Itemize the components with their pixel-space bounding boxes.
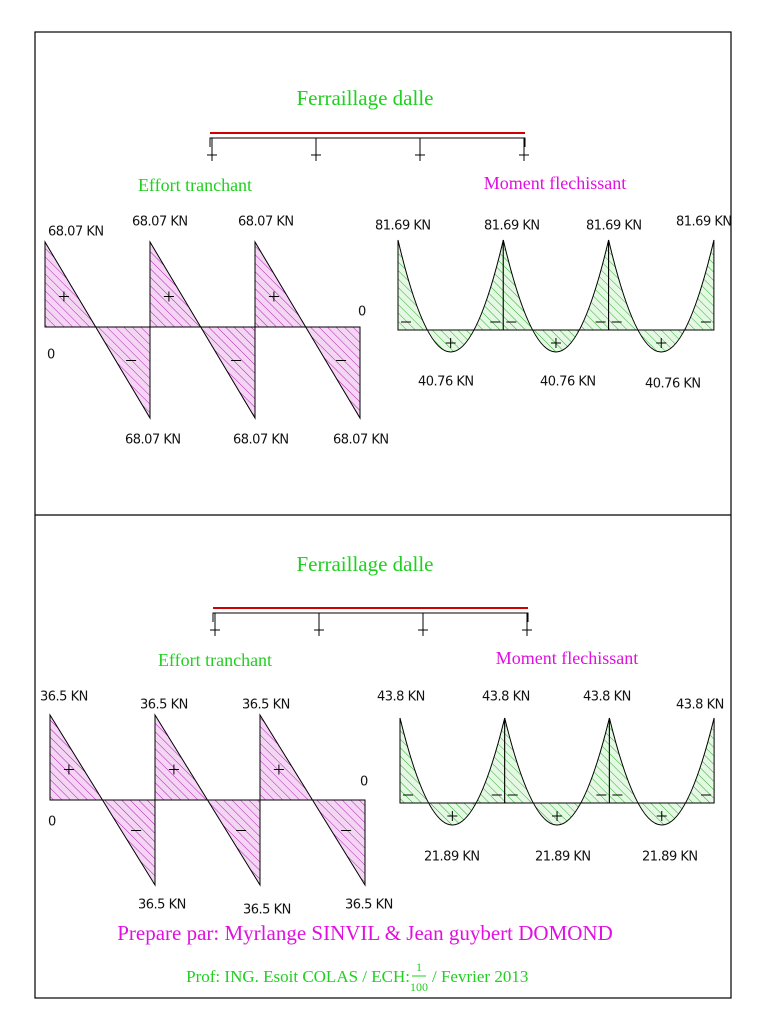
shear-label: 36.5 KN	[40, 690, 88, 705]
moment-area	[397, 239, 504, 353]
moment-area	[502, 239, 610, 353]
shear-label: 68.07 KN	[333, 433, 389, 448]
shear-label: 0	[48, 815, 56, 830]
moment-label: 81.69 KN	[484, 219, 540, 234]
moment-area	[608, 239, 715, 353]
moment-label: 21.89 KN	[642, 850, 698, 865]
moment-label: 40.76 KN	[418, 375, 474, 390]
moment-label: 81.69 KN	[375, 219, 431, 234]
moment-label: 21.89 KN	[424, 850, 480, 865]
shear-label: 36.5 KN	[345, 898, 393, 913]
shear-label: 36.5 KN	[242, 698, 290, 713]
moment-label: 43.8 KN	[377, 690, 425, 705]
moment-area	[504, 717, 610, 826]
shear-area	[44, 240, 151, 420]
scale-numerator: 1	[416, 960, 422, 974]
beam	[209, 137, 526, 147]
shear-label: 36.5 KN	[138, 898, 186, 913]
moment-label: 43.8 KN	[583, 690, 631, 705]
shear-label: 36.5 KN	[140, 698, 188, 713]
shear-area	[149, 240, 256, 420]
moment-label: 40.76 KN	[540, 375, 596, 390]
moment-label: 81.69 KN	[586, 219, 642, 234]
moment-label: 43.8 KN	[482, 690, 530, 705]
shear-label: 36.5 KN	[243, 903, 291, 918]
shear-label: 68.07 KN	[233, 433, 289, 448]
moment-area	[399, 717, 506, 826]
author: Prepare par: Myrlange SINVIL & Jean guyb…	[117, 921, 613, 945]
moment-label: 43.8 KN	[676, 698, 724, 713]
moment-area	[608, 717, 715, 826]
shear-label: 0	[358, 305, 366, 320]
scale-denominator: 100	[410, 980, 428, 994]
shear-label: 0	[360, 775, 368, 790]
moment-label: 21.89 KN	[535, 850, 591, 865]
moment-title: Moment flechissant	[484, 173, 626, 193]
panel-title: Ferraillage dalle	[296, 86, 433, 110]
shear-label: 68.07 KN	[238, 215, 294, 230]
professor: Prof: ING. Esoit COLAS / ECH:	[186, 967, 410, 986]
shear-label: 68.07 KN	[132, 215, 188, 230]
date: / Fevrier 2013	[432, 967, 528, 986]
panel-title: Ferraillage dalle	[296, 552, 433, 576]
moment-title: Moment flechissant	[496, 648, 638, 668]
shear-label: 68.07 KN	[125, 433, 181, 448]
shear-label: 0	[47, 348, 55, 363]
moment-label: 40.76 KN	[645, 377, 701, 392]
shear-area	[254, 240, 361, 420]
shear-title: Effort tranchant	[138, 175, 252, 195]
beam	[212, 612, 529, 622]
moment-label: 81.69 KN	[676, 215, 732, 230]
shear-title: Effort tranchant	[158, 650, 272, 670]
shear-label: 68.07 KN	[48, 225, 104, 240]
